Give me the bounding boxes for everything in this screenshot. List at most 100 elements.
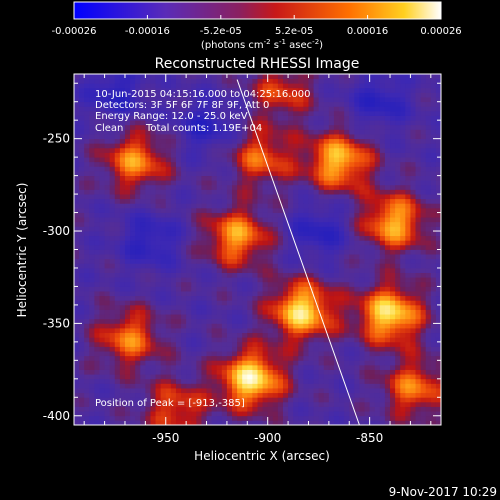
heatmap-cell xyxy=(344,161,350,167)
heatmap-cell xyxy=(79,263,85,269)
heatmap-cell xyxy=(328,364,335,370)
heatmap-cell xyxy=(74,355,80,361)
colorbar: -0.00026 -0.00016 -5.2e-05 5.2e-05 0.00016 0.… xyxy=(52,1,462,51)
heatmap-cell xyxy=(94,194,100,200)
heatmap-cell xyxy=(277,124,284,130)
heatmap-cell xyxy=(293,189,299,195)
heatmap-cell xyxy=(165,351,172,357)
heatmap-cell xyxy=(145,203,151,209)
heatmap-cell xyxy=(323,415,330,421)
heatmap-cell xyxy=(79,124,85,130)
heatmap-cell xyxy=(232,143,238,149)
heatmap-cell xyxy=(395,110,401,116)
heatmap-cell xyxy=(257,226,263,232)
heatmap-cell xyxy=(135,203,141,209)
heatmap-cell xyxy=(272,235,279,241)
heatmap-cell xyxy=(145,226,151,232)
heatmap-cell xyxy=(247,388,253,394)
heatmap-cell xyxy=(109,194,116,200)
heatmap-cell xyxy=(333,180,340,186)
heatmap-cell xyxy=(160,401,167,407)
heatmap-cell xyxy=(272,189,279,195)
heatmap-cell xyxy=(130,101,136,107)
heatmap-cell xyxy=(369,397,376,403)
heatmap-cell xyxy=(257,129,263,135)
heatmap-cell xyxy=(390,166,396,172)
heatmap-cell xyxy=(288,272,294,278)
heatmap-cell xyxy=(99,401,105,407)
heatmap-cell xyxy=(99,406,105,412)
heatmap-cell xyxy=(201,161,207,167)
heatmap-cell xyxy=(165,328,172,334)
heatmap-cell xyxy=(211,351,218,357)
heatmap-cell xyxy=(109,147,116,153)
heatmap-cell xyxy=(124,92,131,98)
heatmap-cell xyxy=(328,281,335,287)
heatmap-cell xyxy=(89,272,95,278)
heatmap-cell xyxy=(272,323,279,329)
heatmap-cell xyxy=(130,203,136,209)
heatmap-cell xyxy=(186,254,192,260)
heatmap-cell xyxy=(186,110,192,116)
heatmap-cell xyxy=(333,355,340,361)
heatmap-cell xyxy=(390,286,396,292)
heatmap-cell xyxy=(94,161,100,167)
heatmap-cell xyxy=(201,134,207,140)
heatmap-cell xyxy=(175,258,182,264)
heatmap-cell xyxy=(384,240,391,246)
heatmap-cell xyxy=(130,281,136,287)
heatmap-cell xyxy=(344,147,350,153)
heatmap-cell xyxy=(206,143,213,149)
heatmap-cell xyxy=(99,295,105,301)
heatmap-cell xyxy=(191,198,197,204)
heatmap-cell xyxy=(186,203,192,209)
heatmap-cell xyxy=(384,129,391,135)
heatmap-cell xyxy=(124,106,131,112)
heatmap-cell xyxy=(242,304,248,310)
heatmap-cell xyxy=(390,415,396,421)
heatmap-cell xyxy=(252,341,258,347)
heatmap-cell xyxy=(221,360,228,366)
heatmap-cell xyxy=(74,291,80,297)
heatmap-cell xyxy=(405,295,411,301)
heatmap-cell xyxy=(99,235,105,241)
heatmap-cell xyxy=(170,420,177,425)
heatmap-cell xyxy=(359,170,365,177)
heatmap-cell xyxy=(79,291,85,297)
heatmap-cell xyxy=(272,254,279,260)
heatmap-cell xyxy=(155,286,162,292)
heatmap-cell xyxy=(344,318,350,324)
heatmap-cell xyxy=(252,92,258,98)
heatmap-cell xyxy=(170,291,177,297)
heatmap-cell xyxy=(318,351,325,357)
heatmap-cell xyxy=(191,115,197,121)
heatmap-cell xyxy=(114,286,121,292)
heatmap-cell xyxy=(247,175,253,181)
heatmap-cell xyxy=(170,355,177,361)
heatmap-cell xyxy=(232,101,238,107)
heatmap-cell xyxy=(201,272,207,278)
heatmap-cell xyxy=(293,129,299,135)
heatmap-cell xyxy=(400,170,406,177)
heatmap-cell xyxy=(298,277,304,283)
heatmap-cell xyxy=(232,115,238,121)
heatmap-cell xyxy=(114,184,121,190)
heatmap-cell xyxy=(165,360,172,366)
heatmap-cell xyxy=(124,406,131,412)
heatmap-cell xyxy=(145,346,151,352)
heatmap-cell xyxy=(150,240,156,246)
heatmap-cell xyxy=(242,291,248,297)
heatmap-cell xyxy=(333,346,340,352)
heatmap-cell xyxy=(308,411,314,417)
heatmap-cell xyxy=(282,161,289,167)
heatmap-cell xyxy=(232,157,238,163)
heatmap-cell xyxy=(252,138,258,144)
heatmap-cell xyxy=(308,120,314,126)
heatmap-cell xyxy=(374,254,381,260)
heatmap-cell xyxy=(282,392,289,398)
heatmap-cell xyxy=(145,314,151,320)
heatmap-cell xyxy=(119,231,126,237)
heatmap-cell xyxy=(344,411,350,417)
heatmap-cell xyxy=(191,401,197,407)
heatmap-cell xyxy=(405,337,411,343)
